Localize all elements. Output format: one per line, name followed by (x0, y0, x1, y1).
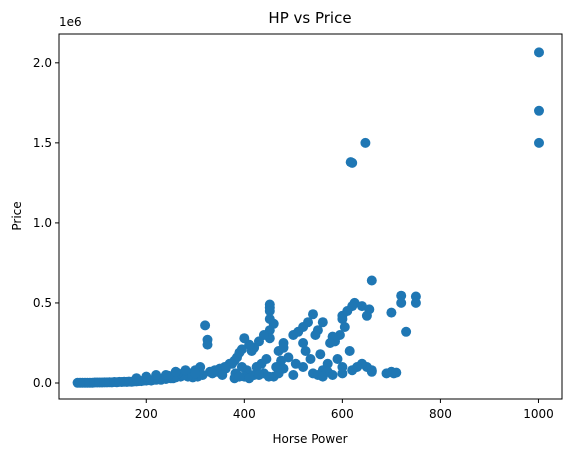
data-point (317, 371, 328, 382)
data-point (332, 354, 343, 364)
data-point (366, 275, 377, 286)
y-axis-offset-label: 1e6 (59, 15, 82, 29)
data-point (170, 366, 181, 377)
data-point (401, 326, 412, 337)
chart-title: HP vs Price (268, 9, 351, 27)
data-point (217, 370, 228, 380)
y-axis-label: Price (10, 201, 24, 230)
data-point (207, 368, 218, 379)
data-point (360, 137, 371, 148)
data-point (366, 366, 377, 377)
data-point (75, 377, 86, 388)
data-point (534, 47, 544, 58)
y-tick-label: 2.0 (33, 56, 52, 70)
x-axis-ticks: 200 400 600 800 1000 (135, 399, 554, 421)
data-point (234, 371, 245, 382)
data-point (180, 365, 191, 376)
data-point (391, 367, 402, 378)
data-points (72, 47, 544, 388)
data-point (288, 370, 299, 380)
data-point (305, 354, 316, 364)
data-point (244, 373, 255, 384)
data-point (264, 314, 275, 324)
data-point (278, 342, 289, 353)
data-point (160, 370, 171, 380)
data-point (347, 157, 358, 168)
data-point (310, 330, 321, 340)
data-point (236, 362, 247, 372)
data-point (288, 330, 299, 340)
data-point (534, 137, 544, 148)
data-point (298, 338, 309, 348)
y-tick-label: 1.0 (33, 216, 52, 230)
x-tick-label: 400 (233, 407, 256, 421)
data-point (263, 371, 274, 382)
y-axis-ticks: 0.0 0.5 1.0 1.5 2.0 (33, 56, 59, 390)
data-point (327, 370, 338, 380)
data-point (337, 368, 348, 379)
data-point (131, 373, 142, 384)
data-point (200, 320, 211, 331)
y-tick-label: 0.0 (33, 376, 52, 390)
data-point (298, 362, 309, 372)
plot-frame (58, 33, 563, 400)
y-tick-label: 1.5 (33, 136, 52, 150)
x-axis-label: Horse Power (272, 432, 347, 446)
data-point (410, 297, 421, 308)
data-point (339, 322, 350, 332)
x-tick-label: 800 (429, 407, 452, 421)
x-tick-label: 600 (331, 407, 354, 421)
data-point (344, 346, 355, 356)
data-point (386, 307, 397, 318)
data-point (264, 306, 275, 316)
data-point (190, 368, 201, 379)
data-point (308, 309, 318, 320)
data-point (396, 297, 407, 308)
y-tick-label: 0.5 (33, 296, 52, 310)
x-tick-label: 1000 (523, 407, 554, 421)
data-point (239, 333, 250, 344)
data-point (315, 349, 326, 360)
data-point (347, 365, 358, 376)
data-point (337, 314, 348, 324)
data-point (202, 339, 213, 350)
data-point (273, 368, 284, 379)
data-point (381, 368, 392, 379)
data-point (396, 290, 407, 301)
data-point (317, 317, 328, 328)
data-point (141, 371, 152, 382)
data-point (300, 346, 311, 356)
data-point (534, 105, 544, 116)
x-tick-label: 200 (135, 407, 158, 421)
data-point (364, 304, 375, 315)
data-point (151, 370, 162, 380)
data-point (254, 370, 264, 380)
data-point (325, 338, 336, 348)
data-point (251, 362, 262, 372)
